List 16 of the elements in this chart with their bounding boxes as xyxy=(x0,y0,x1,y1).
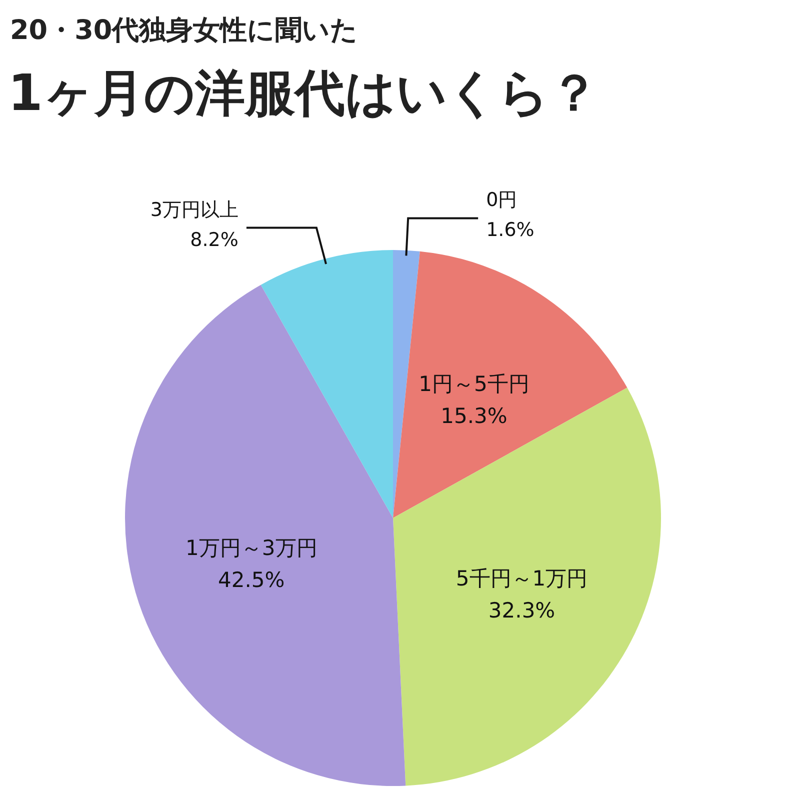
pie-slice xyxy=(260,250,393,518)
chart-title: 20・30代独身女性に聞いた xyxy=(10,14,358,48)
data-label: 42.5% xyxy=(218,568,285,592)
pie-slice xyxy=(125,284,406,786)
slice-label: 5千円～1万円 xyxy=(456,566,588,591)
chart-subtitle: 1ヶ月の洋服代はいくら？ xyxy=(8,63,599,124)
data-label: 8.2% xyxy=(190,228,238,251)
slice-label: 1円～5千円 xyxy=(418,372,530,396)
slice-label: 1万円～3万円 xyxy=(186,536,318,560)
data-label: 32.3% xyxy=(488,598,556,623)
slice-label: 0円 xyxy=(486,189,518,212)
pie-slice xyxy=(393,250,420,518)
data-label: 15.3% xyxy=(440,404,508,428)
pie-slice xyxy=(393,251,628,518)
slice-label: 3万円以上 xyxy=(150,198,238,221)
data-label: 1.6% xyxy=(486,219,534,242)
